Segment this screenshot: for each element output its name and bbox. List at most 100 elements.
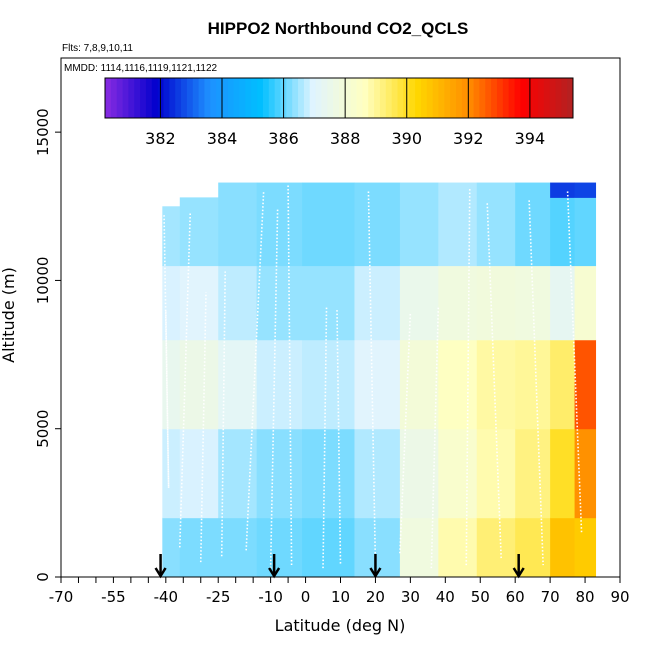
colorbar-segment (461, 78, 469, 118)
x-tick-label: 40 (436, 588, 455, 606)
arrow-head (512, 567, 525, 579)
flight-profile (163, 215, 170, 489)
colorbar-segment (496, 78, 504, 118)
colorbar-segment (309, 78, 316, 118)
heatmap-cell (550, 517, 576, 577)
colorbar-segment (292, 78, 299, 118)
colorbar-segment (526, 78, 533, 118)
colorbar-segment (216, 78, 223, 118)
colorbar-segment (549, 78, 556, 118)
colorbar-segment (116, 78, 123, 118)
heatmap-cell (438, 428, 478, 519)
heatmap-cell (399, 517, 439, 577)
colorbar-segment (186, 78, 194, 118)
heatmap-cell (515, 428, 551, 519)
heatmap-cell (476, 428, 516, 519)
colorbar-tick-label: 384 (207, 129, 238, 148)
flight-profiles-layer (163, 185, 583, 569)
flight-profile (322, 307, 328, 569)
heatmap-cell (476, 182, 516, 267)
colorbar-segment (508, 78, 515, 118)
colorbar-segment (204, 78, 211, 118)
colorbar-tick-labels: 382 384 386 388 390 392 394 (145, 129, 545, 148)
colorbar-segment (350, 78, 357, 118)
colorbar-tick-label: 394 (515, 129, 546, 148)
arrow-head (154, 567, 167, 579)
heatmap-cell (515, 339, 551, 430)
heatmap-cell (256, 339, 303, 430)
heatmap-cell (302, 428, 355, 519)
x-tick-label: -10 (258, 588, 283, 606)
heatmap-cell (162, 206, 181, 267)
colorbar-segment (426, 78, 433, 118)
heatmap-cell (162, 517, 181, 577)
colorbar-segment (222, 78, 229, 118)
colorbar-segment (251, 78, 258, 118)
colorbar-segment (432, 78, 439, 118)
colorbar-segment (298, 78, 305, 118)
heatmap-cell (179, 197, 219, 267)
heatmap-cell (179, 428, 219, 519)
heatmap-cell (574, 339, 597, 430)
colorbar-segment (450, 78, 457, 118)
heatmap-cell (574, 517, 597, 577)
colorbar-tick-label: 386 (268, 129, 299, 148)
colorbar-segment (532, 78, 539, 118)
flight-profile (430, 307, 440, 569)
colorbar-segment (555, 78, 562, 118)
flights-label: Flts: 7,8,9,10,11 (62, 43, 133, 54)
heatmap-cell (162, 265, 181, 341)
colorbar-segment (514, 78, 521, 118)
colorbar-segment (397, 78, 404, 118)
colorbar-segment (368, 78, 375, 118)
colorbar-segment (567, 78, 574, 118)
colorbar-segment (303, 78, 311, 118)
heatmap-cell (574, 197, 597, 267)
colorbar-segment (151, 78, 159, 118)
colorbar-tick-label: 390 (391, 129, 422, 148)
x-tick-label: -55 (101, 588, 126, 606)
colorbar-segment (198, 78, 205, 118)
x-tick-label: 80 (576, 588, 595, 606)
colorbar-segment (467, 78, 474, 118)
colorbar-tick-label: 392 (453, 129, 484, 148)
heatmap-cell (354, 182, 401, 267)
colorbar-segment (379, 78, 387, 118)
heatmap-cell (218, 428, 258, 519)
colorbar-segment (233, 78, 240, 118)
colorbar-tick-label: 388 (330, 129, 361, 148)
y-tick-label: 10000 (34, 257, 52, 305)
y-tick-label: 0 (34, 572, 52, 582)
heatmap-cell (438, 517, 478, 577)
heatmap-cell (354, 517, 401, 577)
colorbar-segment (210, 78, 217, 118)
heatmap-cell (438, 339, 478, 430)
heatmap-cell (438, 265, 478, 341)
x-axis: -70 -55 -40 -25 -10 0 10 20 30 40 50 60 70 80 90 (49, 577, 630, 606)
colorbar-segment (327, 78, 334, 118)
colorbar-segment (110, 78, 118, 118)
colorbar-segment (268, 78, 276, 118)
colorbar-segment (192, 78, 199, 118)
colorbar-segment (105, 78, 112, 118)
colorbar-segment (315, 78, 322, 118)
colorbar-segment (491, 78, 498, 118)
heatmap-cell (550, 265, 576, 341)
dates-label: MMDD: 1114,1116,1119,1121,1122 (64, 63, 218, 74)
heatmap-cell (256, 517, 303, 577)
colorbar-segment (128, 78, 135, 118)
colorbar-segment (362, 78, 369, 118)
colorbar-segment (537, 78, 545, 118)
colorbar-segment (122, 78, 129, 118)
heatmap-cell (179, 265, 219, 341)
heatmap-cell (256, 265, 303, 341)
x-tick-label: -70 (49, 588, 74, 606)
colorbar-segment (473, 78, 480, 118)
latitude-arrows (154, 554, 525, 579)
flight-profile (336, 310, 342, 566)
heatmap-cell (399, 339, 439, 430)
flight-profile (528, 200, 544, 566)
x-tick-label: 50 (471, 588, 490, 606)
chart-title: HIPPO2 Northbound CO2_QCLS (208, 19, 469, 38)
